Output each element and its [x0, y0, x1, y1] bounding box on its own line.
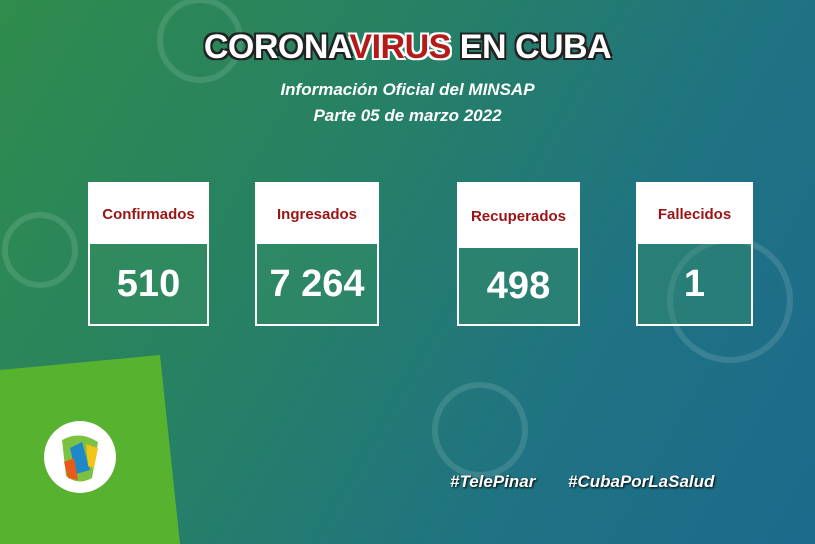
hashtag: #CubaPorLaSalud [568, 472, 715, 491]
stat-card: Ingresados 7 264 [255, 182, 379, 326]
card-label: Ingresados [257, 184, 377, 244]
card-value: 7 264 [257, 244, 377, 324]
stat-card: Fallecidos 1 [636, 182, 753, 326]
subtitle: Información Oficial del MINSAP [280, 80, 535, 99]
card-value: 1 [638, 244, 751, 324]
hashtag: #TelePinar [450, 472, 536, 491]
card-value: 510 [90, 244, 207, 324]
card-label: Fallecidos [638, 184, 751, 244]
card-value: 498 [459, 248, 578, 324]
title-part: VIRUS [349, 28, 451, 66]
title: CORONAVIRUS EN CUBA [0, 28, 815, 67]
card-label: Recuperados [459, 184, 578, 248]
title-part: EN CUBA [450, 28, 612, 66]
stat-card: Recuperados 498 [457, 182, 580, 326]
card-label: Confirmados [90, 184, 207, 244]
title-part: CORONA [203, 28, 350, 66]
stat-card: Confirmados 510 [88, 182, 209, 326]
date-line: Parte 05 de marzo 2022 [313, 106, 502, 125]
